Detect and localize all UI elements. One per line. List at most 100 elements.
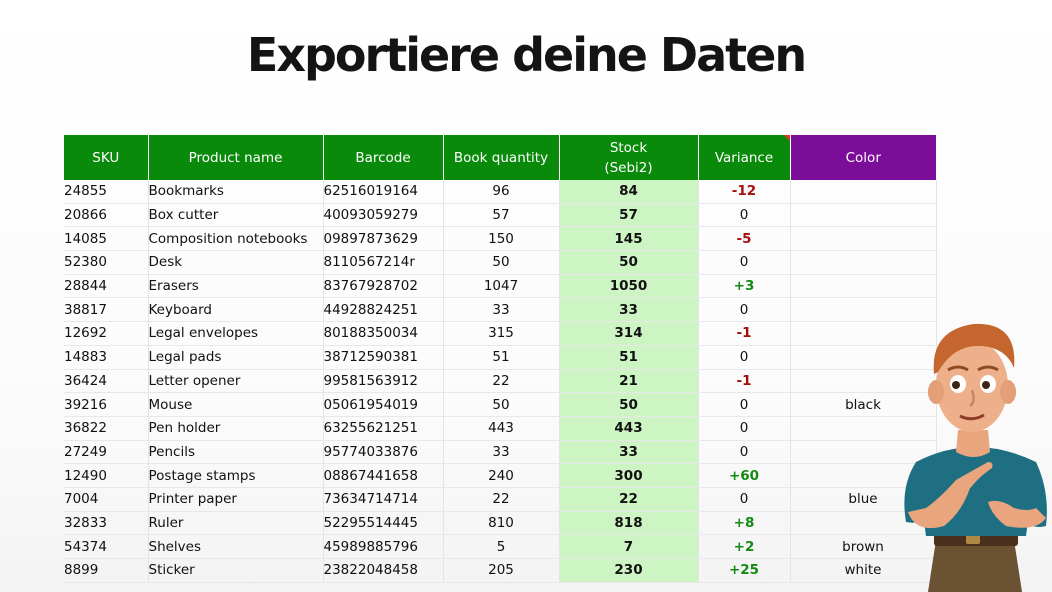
cell-book-quantity[interactable]: 50 [443,392,560,417]
cell-color[interactable] [790,345,937,370]
cell-product-name[interactable]: Composition notebooks [148,226,324,252]
header-sku[interactable]: SKU [64,135,149,180]
cell-barcode[interactable]: 09897873629 [323,226,444,252]
cell-stock[interactable]: 33 [559,297,699,323]
cell-barcode[interactable]: 44928824251 [323,297,444,323]
cell-product-name[interactable]: Printer paper [148,487,324,512]
cell-product-name[interactable]: Keyboard [148,297,324,323]
cell-product-name[interactable]: Mouse [148,392,324,417]
cell-book-quantity[interactable]: 33 [443,440,560,465]
cell-color[interactable] [790,203,937,228]
cell-color[interactable] [790,416,937,441]
cell-stock[interactable]: 300 [559,463,699,488]
cell-book-quantity[interactable]: 33 [443,297,560,323]
cell-sku[interactable]: 12490 [64,463,149,488]
cell-sku[interactable]: 14085 [64,226,149,252]
cell-variance[interactable]: 0 [698,250,791,275]
cell-barcode[interactable]: 80188350034 [323,321,444,346]
cell-color[interactable] [790,440,937,465]
cell-book-quantity[interactable]: 22 [443,487,560,512]
cell-variance[interactable]: 0 [698,297,791,323]
cell-product-name[interactable]: Letter opener [148,369,324,394]
cell-product-name[interactable]: Box cutter [148,203,324,228]
cell-sku[interactable]: 24855 [64,180,149,204]
cell-product-name[interactable]: Sticker [148,558,324,583]
cell-variance[interactable]: -5 [698,226,791,252]
cell-barcode[interactable]: 62516019164 [323,180,444,204]
cell-stock[interactable]: 33 [559,440,699,465]
cell-sku[interactable]: 28844 [64,274,149,299]
header-barcode[interactable]: Barcode [323,135,444,180]
cell-barcode[interactable]: 45989885796 [323,534,444,559]
cell-barcode[interactable]: 99581563912 [323,369,444,394]
cell-variance[interactable]: +2 [698,534,791,559]
cell-sku[interactable]: 39216 [64,392,149,417]
cell-color[interactable] [790,250,937,275]
header-product-name[interactable]: Product name [148,135,324,180]
cell-book-quantity[interactable]: 5 [443,534,560,559]
cell-product-name[interactable]: Pencils [148,440,324,465]
cell-sku[interactable]: 14883 [64,345,149,370]
cell-barcode[interactable]: 05061954019 [323,392,444,417]
cell-book-quantity[interactable]: 810 [443,511,560,536]
cell-variance[interactable]: +8 [698,511,791,536]
cell-sku[interactable]: 32833 [64,511,149,536]
cell-book-quantity[interactable]: 51 [443,345,560,370]
cell-color[interactable]: black [790,392,937,417]
cell-sku[interactable]: 36424 [64,369,149,394]
cell-product-name[interactable]: Erasers [148,274,324,299]
cell-book-quantity[interactable]: 22 [443,369,560,394]
cell-book-quantity[interactable]: 50 [443,250,560,275]
cell-book-quantity[interactable]: 443 [443,416,560,441]
cell-color[interactable] [790,274,937,299]
cell-book-quantity[interactable]: 1047 [443,274,560,299]
header-stock[interactable]: Stock (Sebi2) [559,135,699,180]
cell-sku[interactable]: 36822 [64,416,149,441]
cell-stock[interactable]: 50 [559,250,699,275]
cell-barcode[interactable]: 8110567214r [323,250,444,275]
cell-variance[interactable]: 0 [698,440,791,465]
cell-sku[interactable]: 20866 [64,203,149,228]
cell-product-name[interactable]: Shelves [148,534,324,559]
cell-sku[interactable]: 7004 [64,487,149,512]
cell-stock[interactable]: 22 [559,487,699,512]
cell-color[interactable]: brown [790,534,937,559]
cell-barcode[interactable]: 95774033876 [323,440,444,465]
cell-product-name[interactable]: Legal pads [148,345,324,370]
cell-stock[interactable]: 84 [559,180,699,204]
cell-stock[interactable]: 818 [559,511,699,536]
header-variance[interactable]: Variance [698,135,791,180]
cell-color[interactable] [790,321,937,346]
cell-variance[interactable]: +60 [698,463,791,488]
cell-stock[interactable]: 1050 [559,274,699,299]
cell-variance[interactable]: -1 [698,321,791,346]
cell-barcode[interactable]: 73634714714 [323,487,444,512]
cell-sku[interactable]: 54374 [64,534,149,559]
cell-stock[interactable]: 50 [559,392,699,417]
cell-variance[interactable]: 0 [698,392,791,417]
cell-product-name[interactable]: Pen holder [148,416,324,441]
cell-variance[interactable]: 0 [698,487,791,512]
cell-color[interactable] [790,226,937,252]
cell-variance[interactable]: 0 [698,345,791,370]
cell-book-quantity[interactable]: 150 [443,226,560,252]
cell-variance[interactable]: +25 [698,558,791,583]
cell-stock[interactable]: 145 [559,226,699,252]
cell-color[interactable] [790,180,937,204]
cell-sku[interactable]: 52380 [64,250,149,275]
cell-sku[interactable]: 8899 [64,558,149,583]
cell-barcode[interactable]: 83767928702 [323,274,444,299]
cell-barcode[interactable]: 08867441658 [323,463,444,488]
cell-product-name[interactable]: Legal envelopes [148,321,324,346]
cell-color[interactable]: white [790,558,937,583]
cell-barcode[interactable]: 52295514445 [323,511,444,536]
cell-stock[interactable]: 443 [559,416,699,441]
cell-barcode[interactable]: 38712590381 [323,345,444,370]
cell-stock[interactable]: 51 [559,345,699,370]
cell-book-quantity[interactable]: 315 [443,321,560,346]
cell-stock[interactable]: 314 [559,321,699,346]
cell-book-quantity[interactable]: 57 [443,203,560,228]
cell-barcode[interactable]: 63255621251 [323,416,444,441]
cell-barcode[interactable]: 40093059279 [323,203,444,228]
cell-product-name[interactable]: Ruler [148,511,324,536]
